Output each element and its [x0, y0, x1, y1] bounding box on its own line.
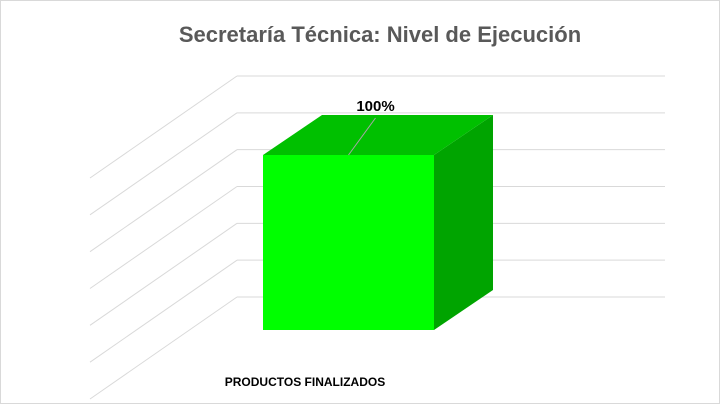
data-label: 100%: [356, 98, 394, 115]
bar: [263, 155, 434, 330]
bar-side: [434, 115, 493, 330]
grid-line: [89, 186, 238, 289]
chart-title: Secretaría Técnica: Nivel de Ejecución: [179, 22, 581, 47]
bar-top: [263, 115, 493, 155]
x-tick-label: PRODUCTOS FINALIZADOS: [225, 375, 385, 389]
grid-line: [89, 259, 238, 363]
grid-line: [89, 296, 238, 400]
grid-line: [89, 75, 238, 179]
leader-line: [348, 117, 376, 156]
grid-line: [89, 222, 238, 326]
grid-line: [89, 149, 238, 253]
grid-line: [89, 112, 238, 216]
